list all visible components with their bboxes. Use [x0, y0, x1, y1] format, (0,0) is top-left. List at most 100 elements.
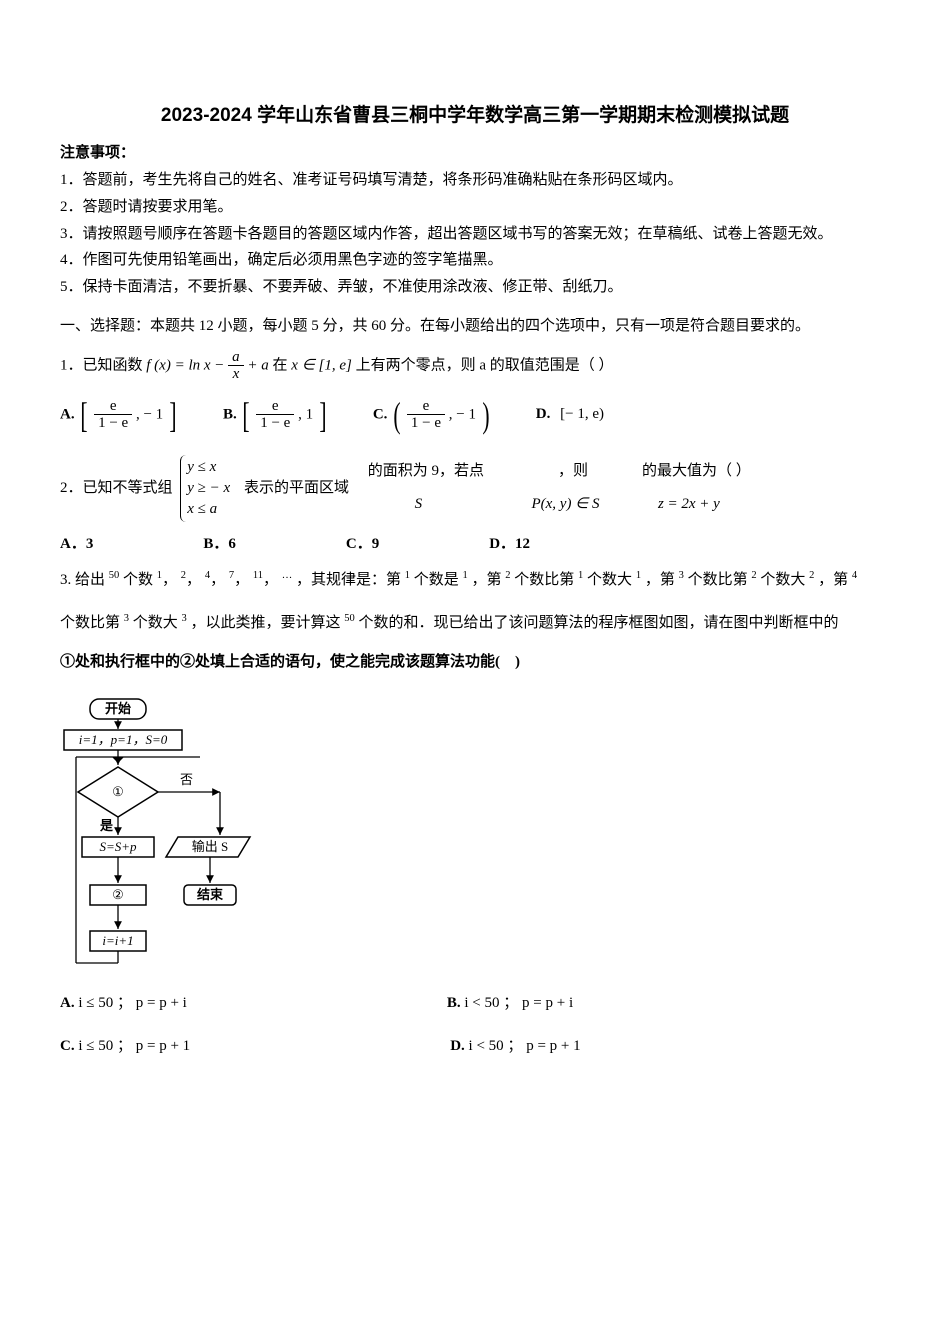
q3-a-sep: ；	[117, 995, 132, 1011]
q1-fn-rhs: + a	[247, 357, 268, 373]
notice-2: 2．答题时请按要求用笔。	[60, 195, 890, 220]
q1-pre: 1．已知函数	[60, 357, 146, 373]
bracket-icon: [	[243, 397, 250, 433]
flowchart-svg: 开始 i=1，p=1，S=0 ① 否 是 S=S+p 输出 S ② 结束 i=i…	[60, 697, 300, 977]
q2-options: A．3 B．6 C．9 D．12	[60, 532, 890, 557]
flow-no: 否	[180, 772, 193, 787]
q1-d-text: [− 1, e)	[560, 406, 604, 422]
q1-c-label: C.	[373, 406, 388, 422]
flow-yes: 是	[99, 818, 114, 833]
bracket-icon: (	[394, 397, 401, 433]
page-title: 2023-2024 学年山东省曹县三桐中学年数学高三第一学期期末检测模拟试题	[60, 100, 890, 131]
notice-5: 5．保持卡面清洁，不要折暴、不要弄破、弄皱，不准使用涂改液、修正带、刮纸刀。	[60, 275, 890, 300]
q3-f: 个数比第	[514, 572, 574, 588]
q3-s3: 4	[205, 570, 210, 581]
q1-b-after: , 1	[298, 406, 313, 422]
q1-frac-num: a	[228, 349, 244, 367]
q2-sys-3: x ≤ a	[187, 499, 230, 520]
q3-a-c2: p = p + i	[136, 995, 187, 1011]
q1-opt-a: A. [ e 1 − e , − 1 ]	[60, 397, 179, 433]
q3-opt-a: A. i ≤ 50 ； p = p + i	[60, 991, 187, 1016]
q3-options-row1: A. i ≤ 50 ； p = p + i B. i < 50 ； p = p …	[60, 991, 890, 1016]
q3-a-c1: i ≤ 50	[78, 995, 113, 1011]
q2-pre: 2．已知不等式组	[60, 480, 176, 496]
q1-a-after: , − 1	[136, 406, 163, 422]
flow-start: 开始	[105, 701, 131, 716]
q1-domain: x ∈ [1, e]	[291, 357, 352, 373]
q2-sys-1: y ≤ x	[187, 457, 230, 478]
q1-a-num: e	[94, 398, 132, 416]
notice-heading: 注意事项：	[60, 141, 890, 166]
q3-e: ，第	[472, 572, 502, 588]
q3-s1: 1	[157, 570, 162, 581]
q3-c: ，其规律是：第	[296, 572, 401, 588]
q2-u1-bot: S	[353, 488, 484, 521]
q3-j: 个数大	[760, 572, 805, 588]
q3-b-c1: i < 50	[464, 995, 499, 1011]
q3-n3: 3	[679, 570, 684, 581]
q3-n50b: 50	[344, 613, 355, 624]
q3-d-c2: p = p + 1	[526, 1038, 580, 1054]
bracket-icon: ]	[169, 397, 176, 433]
flow-end: 结束	[197, 887, 224, 902]
q3-n1: 1	[405, 570, 410, 581]
q3-n3b: 3	[124, 613, 129, 624]
q1-post: 上有两个零点，则 a 的取值范围是（ ）	[356, 357, 614, 373]
q1-c-frac: e 1 − e	[407, 398, 445, 432]
flow-out: 输出 S	[192, 839, 228, 854]
q3-b-sep: ；	[503, 995, 518, 1011]
q3-d2: 2	[809, 570, 814, 581]
q3-c-c1: i ≤ 50	[78, 1038, 113, 1054]
q3-opt-c: C. i ≤ 50 ； p = p + 1	[60, 1034, 190, 1059]
q3-n4: 4	[852, 570, 857, 581]
q2-sys-2: y ≥ − x	[187, 478, 230, 499]
q3-l2b: 个数大	[133, 615, 178, 631]
q3-d-label: D.	[450, 1038, 465, 1054]
q1-mid: 在	[273, 357, 292, 373]
q1-fn-lhs: f (x) = ln x −	[146, 357, 228, 373]
q2-opt-d: D．12	[489, 532, 530, 557]
q1-a-frac: e 1 − e	[94, 398, 132, 432]
flow-cond: ①	[112, 784, 124, 799]
question-3: 3. 给出 50 个数 1， 2， 4， 7， 11， … ，其规律是：第 1 …	[60, 564, 890, 597]
q2-opt-c: C．9	[346, 532, 379, 557]
question-2: 2．已知不等式组 y ≤ x y ≥ − x x ≤ a 表示的平面区域 的面积…	[60, 455, 890, 522]
q3-n50: 50	[109, 570, 120, 581]
q3-l2c: ，以此类推，要计算这	[191, 615, 341, 631]
q3-d1: 1	[636, 570, 641, 581]
q1-opt-c: C. ( e 1 − e , − 1 )	[373, 397, 492, 433]
q3-c-label: C.	[60, 1038, 75, 1054]
flowchart: 开始 i=1，p=1，S=0 ① 否 是 S=S+p 输出 S ② 结束 i=i…	[60, 697, 890, 977]
q1-options: A. [ e 1 − e , − 1 ] B. [ e 1 − e , 1 ] …	[60, 397, 890, 433]
flow-sum: S=S+p	[99, 839, 137, 854]
q3-s4: 7	[229, 570, 234, 581]
q3-opt-d: D. i < 50 ； p = p + 1	[450, 1034, 580, 1059]
q3-a: 3. 给出	[60, 572, 105, 588]
q3-v1: 1	[463, 570, 468, 581]
q3-k: ，第	[818, 572, 848, 588]
q2-under-s: 的面积为 9，若点 S	[353, 455, 484, 521]
q1-c-num: e	[407, 398, 445, 416]
q2-u3-bot: z = 2x + y	[627, 488, 751, 521]
flow-step2: ②	[112, 887, 124, 902]
q1-d-label: D.	[536, 406, 551, 422]
q1-opt-d: D. [− 1, e)	[536, 402, 604, 427]
q3-s2: 2	[181, 570, 186, 581]
q3-options-row2: C. i ≤ 50 ； p = p + 1 D. i < 50 ； p = p …	[60, 1034, 890, 1059]
q2-u2-top: ，则	[531, 455, 599, 488]
q3-n2: 2	[505, 570, 510, 581]
q3-l2a: 个数比第	[60, 615, 120, 631]
q1-b-den: 1 − e	[256, 415, 294, 432]
q2-opt-a: A．3	[60, 532, 93, 557]
q3-b: 个数	[123, 572, 157, 588]
q3-s5: 11	[253, 570, 263, 581]
q2-opt-b: B．6	[203, 532, 236, 557]
q3-s6: …	[282, 570, 293, 581]
q1-opt-b: B. [ e 1 − e , 1 ]	[223, 397, 329, 433]
q3-i: 个数比第	[688, 572, 748, 588]
q3-c-c2: p = p + 1	[136, 1038, 190, 1054]
q3-a-label: A.	[60, 995, 75, 1011]
question-3-line3: ①处和执行框中的②处填上合适的语句，使之能完成该题算法功能( )	[60, 646, 890, 679]
notice-1: 1．答题前，考生先将自己的姓名、准考证号码填写清楚，将条形码准确粘贴在条形码区域…	[60, 168, 890, 193]
q2-system: y ≤ x y ≥ − x x ≤ a	[180, 455, 236, 522]
